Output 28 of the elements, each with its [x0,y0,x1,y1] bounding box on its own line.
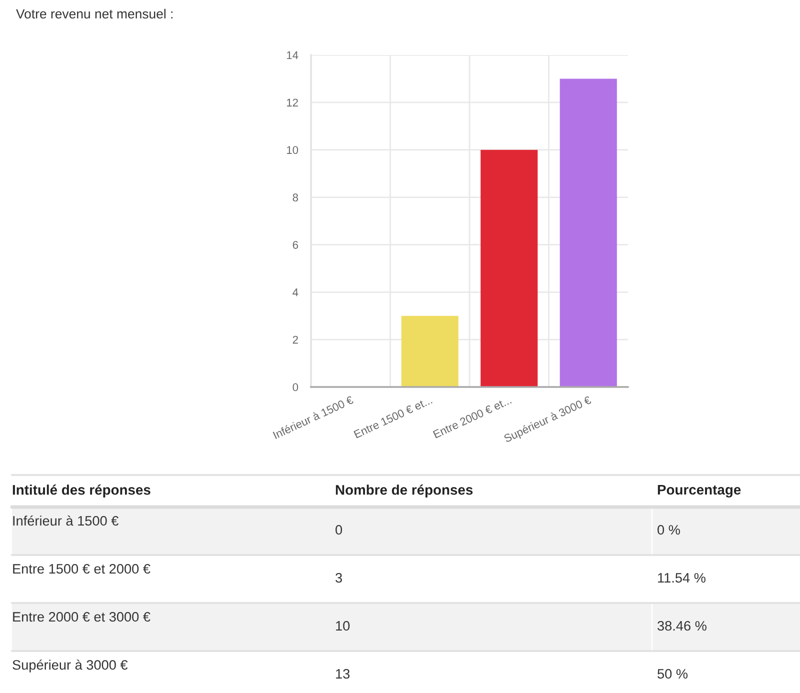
data-label: 50 % [658,669,688,679]
category-label: Entre 1500 € et 2000 € [13,564,150,574]
bar [560,78,617,387]
data-label: 0 [336,525,342,535]
y-tick-label: 2 [292,336,298,344]
y-tick-label: 10 [286,146,298,154]
x-tick-label: Entre 1500 € et... [354,396,432,438]
series-label: Nombre de réponses [336,484,473,498]
bar [401,316,458,387]
category-label: Entre 2000 € et 3000 € [13,612,150,622]
data-label: 10 [336,621,350,631]
y-tick-label: 12 [286,98,298,106]
y-tick-label: 6 [292,240,298,249]
data-label: 3 [336,573,342,583]
data-label: 11.54 % [658,573,706,583]
data-label: 13 [336,669,350,679]
y-tick-label: 14 [286,51,298,60]
text: Pourcentage [658,484,741,498]
data-label: 0 % [658,525,680,535]
y-tick-label: 4 [292,288,298,296]
text: Votre revenu net mensuel : [16,8,172,19]
category-label: Supérieur à 3000 € [12,660,128,672]
bar [480,150,538,387]
data-label: 38.46 % [658,621,706,631]
category-label: Inférieur à 1500 € [13,515,119,526]
y-tick-label: 0 [292,383,298,392]
text: Intitulé des réponses [12,484,150,498]
y-tick-label: 8 [292,194,298,202]
